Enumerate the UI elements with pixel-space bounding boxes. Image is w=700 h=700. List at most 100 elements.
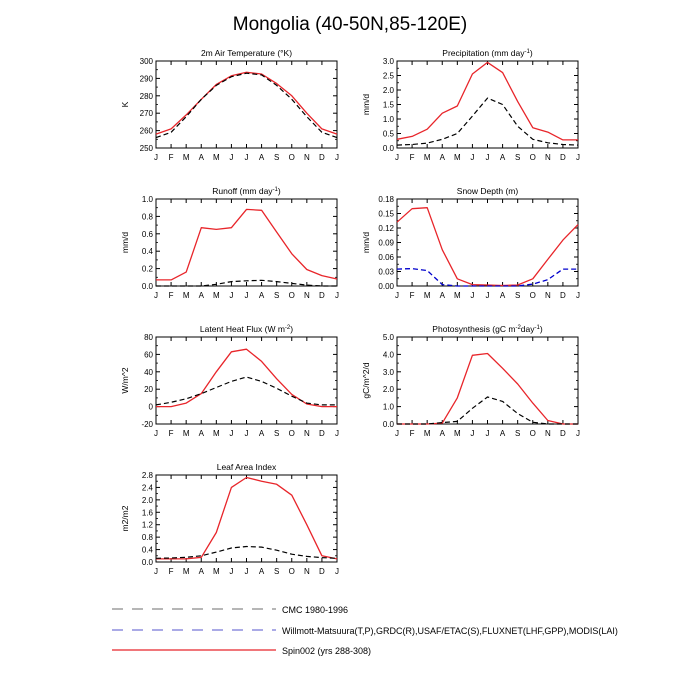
- y-tick-label: 0.8: [142, 212, 154, 221]
- x-tick-label: M: [213, 153, 220, 162]
- y-tick-label: 0.0: [383, 144, 395, 153]
- x-tick-label: J: [576, 291, 580, 300]
- x-tick-label: M: [183, 153, 190, 162]
- chart-panel-4: Snow Depth (m) 0.00 0.03 0.06 0.09 0.12 0.15 0.…: [361, 186, 580, 300]
- x-tick-label: J: [486, 429, 490, 438]
- y-tick-label: 1.0: [383, 115, 395, 124]
- chart-panel-3: Runoff (mm day-1)0.00.20.40.60.81.0J F M A M…: [120, 186, 339, 300]
- x-tick-label: J: [395, 153, 399, 162]
- x-tick-label: A: [259, 153, 265, 162]
- series-line-cmc: [155, 545, 338, 559]
- chart-panel-6: Photosynthesis (gC m-2day-1) 0.0 1.0 2.0 3.0…: [361, 324, 580, 438]
- x-tick-label: A: [199, 567, 205, 576]
- y-tick-label: 5.0: [383, 333, 395, 342]
- y-tick-label: 0.03: [378, 268, 394, 277]
- y-tick-label: 0.0: [383, 420, 395, 429]
- panel-title: Photosynthesis (gC m-2day-1): [432, 324, 543, 334]
- y-tick-label: 1.2: [142, 521, 154, 530]
- x-tick-label: J: [245, 567, 249, 576]
- x-tick-label: J: [229, 567, 233, 576]
- panel-title: Latent Heat Flux (W m-2): [200, 324, 293, 334]
- x-tick-label: M: [213, 429, 220, 438]
- series-line-spin: [396, 61, 578, 141]
- x-tick-label: J: [335, 429, 339, 438]
- x-tick-label: D: [319, 429, 325, 438]
- y-tick-label: 0.6: [142, 230, 154, 239]
- x-tick-label: A: [500, 291, 506, 300]
- x-tick-label: O: [530, 153, 536, 162]
- y-tick-label: 2.4: [142, 483, 154, 492]
- plot-frame: [155, 336, 338, 425]
- panel-title: Precipitation (mm day-1): [442, 48, 533, 58]
- plot-frame: [155, 60, 338, 149]
- y-tick-label: 1.0: [142, 195, 154, 204]
- y-tick-label: 40: [144, 368, 153, 377]
- x-tick-label: S: [515, 291, 520, 300]
- y-tick-label: 0.12: [378, 224, 394, 233]
- x-tick-label: J: [154, 153, 158, 162]
- x-tick-label: F: [169, 429, 174, 438]
- x-tick-label: N: [545, 429, 551, 438]
- y-tick-label: 0.06: [378, 253, 394, 262]
- x-tick-label: O: [289, 567, 295, 576]
- x-tick-label: N: [545, 291, 551, 300]
- x-tick-label: O: [289, 291, 295, 300]
- x-tick-label: S: [274, 429, 279, 438]
- x-tick-label: S: [274, 291, 279, 300]
- x-tick-label: M: [213, 291, 220, 300]
- x-tick-label: J: [486, 291, 490, 300]
- x-tick-label: D: [560, 291, 566, 300]
- series-line-spin: [396, 207, 579, 287]
- series-line-cmc: [156, 279, 337, 287]
- y-tick-label: 60: [144, 350, 153, 359]
- x-tick-label: J: [154, 567, 158, 576]
- series-line-spin: [156, 348, 337, 408]
- y-tick-label: -20: [141, 420, 153, 429]
- y-axis-label: mm/d: [361, 232, 371, 254]
- series-line-obs: [396, 267, 578, 287]
- y-axis-label: gC/m^2/d: [361, 362, 371, 398]
- legend-item-1: CMC 1980-1996: [112, 605, 348, 615]
- x-tick-label: M: [454, 291, 461, 300]
- x-tick-label: M: [183, 291, 190, 300]
- x-tick-label: A: [500, 153, 506, 162]
- x-tick-label: M: [183, 429, 190, 438]
- x-tick-label: M: [454, 153, 461, 162]
- y-tick-label: 3.0: [383, 368, 395, 377]
- y-tick-label: 0.00: [378, 282, 394, 291]
- x-tick-label: D: [319, 291, 325, 300]
- x-tick-label: M: [454, 429, 461, 438]
- y-tick-label: 0.2: [142, 265, 154, 274]
- panel-title: Snow Depth (m): [457, 186, 519, 196]
- panels-group: 2m Air Temperature (°K) 250 260 270 280 290 30…: [120, 48, 580, 576]
- chart-panel-2: Precipitation (mm day-1) 0.0 0.5 1.0 1.5 2.0 2…: [361, 48, 580, 162]
- x-tick-label: A: [500, 429, 506, 438]
- x-tick-label: D: [560, 153, 566, 162]
- y-tick-label: 80: [144, 333, 153, 342]
- legend-label: CMC 1980-1996: [282, 605, 348, 615]
- x-tick-label: J: [245, 429, 249, 438]
- x-tick-label: A: [259, 429, 265, 438]
- panel-title: Runoff (mm day-1): [212, 186, 281, 196]
- x-tick-label: N: [304, 429, 310, 438]
- y-tick-label: 280: [140, 92, 154, 101]
- y-axis-label: mm/d: [361, 94, 371, 116]
- x-tick-label: J: [335, 567, 339, 576]
- y-tick-label: 0: [149, 403, 154, 412]
- x-tick-label: J: [395, 429, 399, 438]
- x-tick-label: J: [335, 153, 339, 162]
- x-tick-label: S: [274, 153, 279, 162]
- series-line-spin: [156, 476, 338, 560]
- x-tick-label: J: [470, 291, 474, 300]
- chart-panel-7: Leaf Area Index 0.0 0.4 0.8 1.2 1.6 2.0 2.4 2.8 J…: [120, 462, 339, 576]
- legend-label: Spin002 (yrs 288-308): [282, 646, 371, 656]
- y-tick-label: 2.0: [142, 496, 154, 505]
- plot-frame: [396, 60, 579, 149]
- y-tick-label: 4.0: [383, 350, 395, 359]
- x-tick-label: S: [515, 153, 520, 162]
- x-tick-label: F: [169, 291, 174, 300]
- x-tick-label: F: [410, 429, 415, 438]
- y-tick-label: 2.0: [383, 385, 395, 394]
- y-axis-label: W/m^2: [120, 367, 130, 393]
